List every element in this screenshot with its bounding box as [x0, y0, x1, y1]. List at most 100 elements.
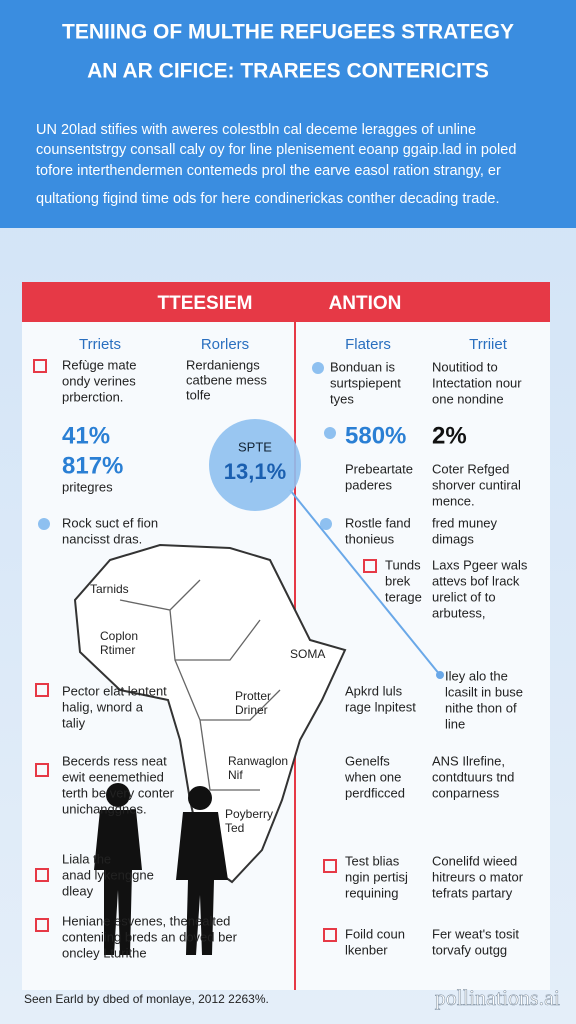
block-text: Bonduan is [330, 359, 396, 374]
block-text: Iley alo the [445, 668, 508, 683]
block-text: contdtuurs tnd [432, 769, 514, 784]
banner-left: TTEESIEM [157, 293, 252, 314]
block-text: conteniing breds an doved ber [62, 929, 238, 944]
circle-value: 13,1% [224, 459, 286, 484]
icon [312, 362, 324, 374]
map-borders [119, 579, 281, 791]
icon [324, 427, 336, 439]
icon [35, 868, 49, 882]
map-label: Protter [235, 689, 271, 703]
block-text: Foild coun [345, 926, 405, 941]
block-text: nancisst dras. [62, 531, 142, 546]
africa-map [73, 543, 347, 884]
block-text: tolfe [186, 387, 211, 402]
icon [33, 359, 47, 373]
block-text: ewit eenemethied [62, 769, 164, 784]
circle-label: SPTE [238, 439, 272, 454]
banner [22, 282, 550, 322]
map-label: Nif [228, 768, 243, 782]
icon [35, 918, 49, 932]
block-text: brek [385, 573, 411, 588]
block-text: Liala the [62, 851, 111, 866]
block-text: 41% [62, 422, 110, 449]
title: TENIING OF MULTHE REFUGEES STRATEGY [62, 21, 514, 44]
block-text: pritegres [62, 479, 113, 494]
block-text: terth be very conter [62, 785, 175, 800]
block-text: rage lnpitest [345, 699, 416, 714]
block-text: fred muney [432, 515, 498, 530]
block-text: when one [344, 769, 401, 784]
block-text: catbene mess [186, 372, 267, 387]
map-label: Coplon [100, 629, 138, 643]
icon [38, 518, 50, 530]
block-text: nithe thon of [445, 700, 517, 715]
block-text: taliy [62, 715, 86, 730]
block-text: dimags [432, 531, 474, 546]
block-text: Rerdaniengs [186, 357, 260, 372]
icon [323, 859, 337, 873]
block-text: one nondine [432, 391, 504, 406]
block-text: Intectation nour [432, 375, 522, 390]
column-header: Trriets [79, 336, 121, 353]
silhouettes [94, 783, 228, 955]
brand: pollinations.ai [435, 985, 560, 1010]
block-text: Coter Refged [432, 461, 509, 476]
map-label: Tarnids [90, 582, 129, 596]
connector-dot [436, 671, 444, 679]
intro: counsentstrgy consall caly oy for line p… [36, 142, 516, 158]
block-text: Genelfs [345, 753, 390, 768]
block-text: requining [345, 885, 399, 900]
icon [363, 559, 377, 573]
block-text: line [445, 716, 465, 731]
map-label: Ted [225, 821, 244, 835]
block-text: torvafy outgg [432, 942, 507, 957]
map-label: Rtimer [100, 643, 135, 657]
block-text: Pector elat lentent [62, 683, 167, 698]
block-text: Becerds ress neat [62, 753, 167, 768]
block-text: dleay [62, 883, 94, 898]
map-label: Driner [235, 703, 268, 717]
banner-right: ANTION [329, 293, 402, 314]
block-text: lkenber [345, 942, 388, 957]
block-text: Rock suct ef fion [62, 515, 158, 530]
highlight-circle [209, 419, 301, 511]
block-text: hitreurs o mator [432, 869, 524, 884]
block-text: tyes [330, 391, 354, 406]
intro: tofore interthendermen contemeds prol th… [36, 163, 501, 179]
block-text: paderes [345, 477, 392, 492]
block-text: Heniane esvenes, thenealted [62, 913, 230, 928]
intro: UN 20lad stifies with aweres colestbln c… [36, 122, 476, 138]
block-text: halig, wnord a [62, 699, 144, 714]
block-text: ANS Ilrefine, [432, 753, 505, 768]
map-label: Ranwaglon [228, 754, 288, 768]
block-text: prberction. [62, 389, 123, 404]
icon [320, 518, 332, 530]
column-header: Trriiet [469, 336, 508, 353]
map-label: Poyberry [225, 807, 273, 821]
block-text: mence. [432, 493, 475, 508]
intro: qultationg figind time ods for here cond… [36, 191, 499, 207]
column-header: Flaters [345, 336, 391, 353]
block-text: Laxs Pgeer wals [432, 557, 528, 572]
block-text: perdficced [345, 785, 405, 800]
block-text: attevs bof lrack [432, 573, 520, 588]
block-text: ngin pertisj [345, 869, 408, 884]
block-text: thonieus [345, 531, 395, 546]
block-text: shorver cuntiral [432, 477, 521, 492]
block-text: ondy verines [62, 373, 136, 388]
header-band [0, 0, 576, 228]
icon [35, 683, 49, 697]
column-header: Rorlers [201, 336, 249, 353]
block-text: conparness [432, 785, 500, 800]
block-text: Prebeartate [345, 461, 413, 476]
icon [323, 928, 337, 942]
block-text: surtspiepent [330, 375, 401, 390]
block-text: Tunds [385, 557, 421, 572]
icon [35, 763, 49, 777]
block-text: urelict of to [432, 589, 496, 604]
block-text: arbutess, [432, 605, 485, 620]
block-text: Fer weat's tosit [432, 926, 519, 941]
block-text: Apkrd luls [345, 683, 403, 698]
block-text: tefrats partary [432, 885, 513, 900]
